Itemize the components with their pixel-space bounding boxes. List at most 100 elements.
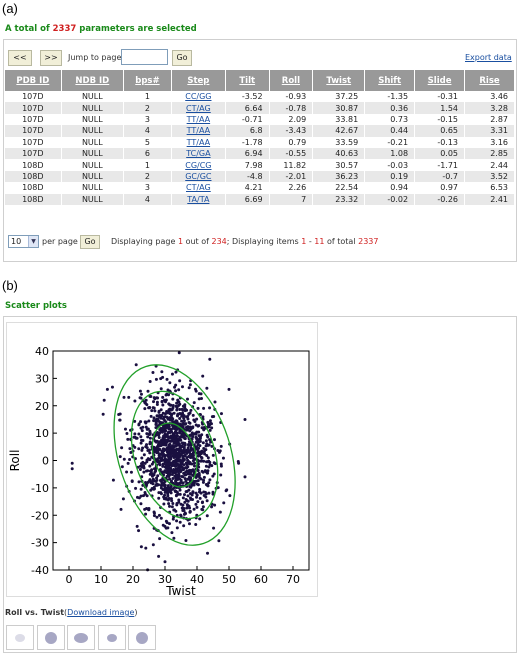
per-page-go-button[interactable]: Go (80, 235, 100, 249)
data-point (178, 379, 182, 383)
step-link[interactable]: CT/AG (186, 183, 211, 193)
download-image-link[interactable]: Download image (67, 608, 135, 617)
data-point (174, 468, 178, 472)
plot-thumbnail[interactable] (67, 625, 95, 650)
step-link[interactable]: TC/GA (186, 149, 211, 159)
table-cell-step[interactable]: CT/AG (171, 182, 226, 194)
data-point (111, 478, 115, 482)
data-point (175, 408, 179, 412)
table-cell-step[interactable]: TT/AA (171, 113, 226, 126)
step-link[interactable]: CC/GG (185, 92, 212, 102)
data-point (168, 488, 172, 492)
data-point (202, 406, 206, 410)
data-point (164, 400, 168, 404)
data-point (196, 424, 200, 428)
data-point (171, 406, 175, 410)
table-cell-step[interactable]: TA/TA (171, 193, 226, 205)
data-point (137, 480, 141, 484)
plot-thumbnail[interactable] (36, 625, 65, 650)
per-page-select[interactable]: 10 ▼ (8, 235, 39, 248)
table-cell-step[interactable]: CC/GG (171, 91, 226, 103)
table-cell: 2 (123, 102, 172, 114)
data-point (183, 407, 187, 411)
next-page-button[interactable]: >> (40, 50, 62, 66)
jump-go-button[interactable]: Go (172, 50, 192, 66)
pager-text-5: of total (324, 237, 359, 246)
data-point (178, 408, 182, 412)
table-cell: 0.79 (269, 136, 314, 148)
x-tick-label: 60 (254, 573, 268, 586)
step-link[interactable]: TT/AA (186, 114, 211, 124)
total-items: 2337 (358, 237, 379, 246)
plot-thumbnail[interactable] (128, 625, 156, 650)
column-header-shift[interactable]: Shift (364, 70, 416, 91)
column-header-tilt[interactable]: Tilt (225, 70, 270, 91)
prev-page-button[interactable]: << (8, 50, 32, 66)
plot-thumbnail[interactable] (6, 625, 34, 650)
column-header-ndb-id[interactable]: NDB ID (61, 70, 125, 91)
data-point (167, 426, 171, 430)
data-point (207, 481, 211, 485)
data-point (207, 443, 211, 447)
jump-to-page-input[interactable] (121, 49, 168, 65)
table-cell-step[interactable]: TT/AA (171, 136, 226, 148)
column-header-roll[interactable]: Roll (269, 70, 314, 91)
step-link[interactable]: CG/CG (185, 160, 212, 170)
data-point (144, 425, 148, 429)
step-link[interactable]: TT/AA (186, 137, 211, 147)
per-page-value: 10 (11, 237, 22, 246)
data-point (118, 455, 122, 459)
column-header-slide[interactable]: Slide (414, 70, 466, 91)
data-point (201, 505, 205, 509)
data-point (159, 387, 163, 391)
table-cell: -0.93 (269, 91, 314, 103)
column-header-step[interactable]: Step (171, 70, 226, 91)
data-point (145, 483, 149, 487)
data-point (181, 481, 185, 485)
data-point (208, 478, 212, 482)
data-point (188, 485, 192, 489)
column-header-bps[interactable]: bps# (123, 70, 172, 91)
table-cell-step[interactable]: GC/GC (171, 170, 226, 183)
data-point (167, 522, 171, 526)
data-point (155, 414, 159, 418)
data-point (154, 426, 158, 430)
data-point (200, 426, 204, 430)
step-link[interactable]: CT/AG (186, 103, 211, 113)
table-cell: 107D (5, 91, 62, 103)
data-point (144, 512, 148, 516)
data-point (186, 414, 190, 418)
data-point (212, 438, 216, 442)
table-cell: NULL (61, 147, 125, 160)
data-point (141, 460, 145, 464)
table-cell-step[interactable]: TC/GA (171, 147, 226, 160)
data-point (201, 480, 205, 484)
table-cell-step[interactable]: CG/CG (171, 159, 226, 171)
export-data-link[interactable]: Export data (465, 53, 512, 62)
table-cell-step[interactable]: CT/AG (171, 102, 226, 114)
data-point (155, 483, 159, 487)
scatter-plot: 0 10 20 30 40 50 60 70 -40 -30 -20 -10 0 10 20 30 40 Twi… (8, 345, 310, 596)
x-tick-label: 30 (158, 573, 172, 586)
column-header-rise[interactable]: Rise (464, 70, 515, 91)
plot-thumbnail[interactable] (97, 625, 126, 650)
data-point (180, 385, 184, 389)
x-tick-label: 40 (190, 573, 204, 586)
step-link[interactable]: TT/AA (186, 126, 211, 136)
data-point (181, 468, 185, 472)
chevron-down-icon[interactable]: ▼ (28, 236, 38, 247)
table-cell: 2.85 (464, 147, 515, 160)
data-point (198, 476, 202, 480)
step-link[interactable]: GC/GC (185, 171, 212, 181)
data-point (168, 381, 172, 385)
column-header-pdb-id[interactable]: PDB ID (5, 70, 62, 91)
column-header-twist[interactable]: Twist (312, 70, 366, 91)
data-point (169, 430, 173, 434)
data-point (188, 421, 192, 425)
step-link[interactable]: TA/TA (187, 194, 210, 204)
data-point (147, 479, 151, 483)
data-point (170, 531, 174, 535)
table-cell-step[interactable]: TT/AA (171, 125, 226, 137)
table-cell: 4 (123, 193, 172, 205)
table-cell: -1.71 (414, 159, 466, 171)
